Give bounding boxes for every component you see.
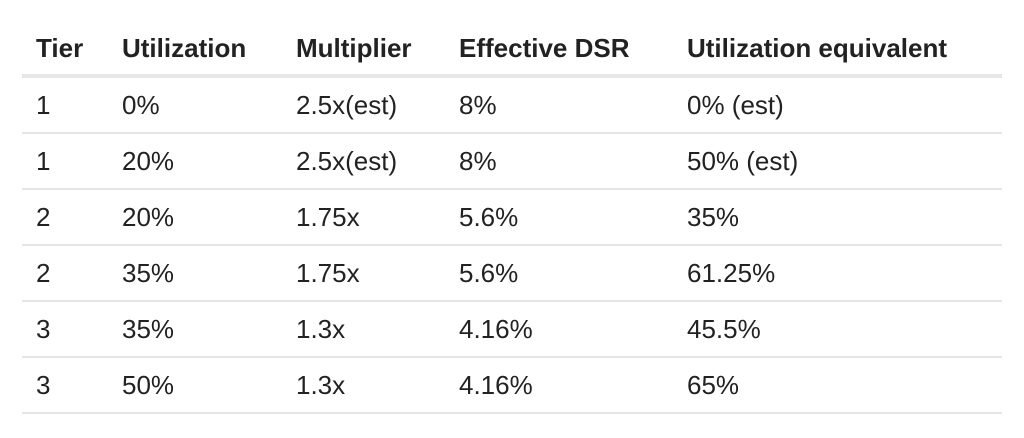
table-header: Tier Utilization Multiplier Effective DS… bbox=[22, 22, 1002, 78]
cell-multiplier: 1.3x bbox=[282, 357, 445, 414]
cell-effective-dsr: 8% bbox=[445, 133, 673, 190]
header-multiplier: Multiplier bbox=[282, 22, 445, 78]
header-utilization: Utilization bbox=[108, 22, 282, 78]
table-row: 3 50% 1.3x 4.16% 65% bbox=[22, 357, 1002, 414]
cell-multiplier: 2.5x(est) bbox=[282, 133, 445, 190]
table-row: 3 35% 1.3x 4.16% 45.5% bbox=[22, 301, 1002, 358]
cell-effective-dsr: 4.16% bbox=[445, 357, 673, 414]
cell-multiplier: 1.75x bbox=[282, 189, 445, 246]
table-row: 1 0% 2.5x(est) 8% 0% (est) bbox=[22, 76, 1002, 134]
cell-utilization: 35% bbox=[108, 301, 282, 358]
cell-utilization-equivalent: 0% (est) bbox=[673, 76, 1002, 134]
cell-tier: 2 bbox=[22, 245, 108, 302]
table-row: 1 20% 2.5x(est) 8% 50% (est) bbox=[22, 133, 1002, 190]
table-row: 2 35% 1.75x 5.6% 61.25% bbox=[22, 245, 1002, 302]
cell-tier: 3 bbox=[22, 301, 108, 358]
cell-utilization-equivalent: 45.5% bbox=[673, 301, 1002, 358]
cell-multiplier: 1.3x bbox=[282, 301, 445, 358]
cell-effective-dsr: 5.6% bbox=[445, 245, 673, 302]
cell-utilization: 0% bbox=[108, 76, 282, 134]
cell-tier: 3 bbox=[22, 357, 108, 414]
cell-tier: 2 bbox=[22, 189, 108, 246]
header-utilization-equivalent: Utilization equivalent bbox=[673, 22, 1002, 78]
cell-utilization-equivalent: 35% bbox=[673, 189, 1002, 246]
cell-multiplier: 1.75x bbox=[282, 245, 445, 302]
cell-utilization-equivalent: 61.25% bbox=[673, 245, 1002, 302]
cell-tier: 1 bbox=[22, 133, 108, 190]
cell-effective-dsr: 4.16% bbox=[445, 301, 673, 358]
cell-effective-dsr: 8% bbox=[445, 76, 673, 134]
cell-utilization-equivalent: 50% (est) bbox=[673, 133, 1002, 190]
header-effective-dsr: Effective DSR bbox=[445, 22, 673, 78]
cell-utilization: 20% bbox=[108, 133, 282, 190]
cell-multiplier: 2.5x(est) bbox=[282, 76, 445, 134]
tier-table-container: Tier Utilization Multiplier Effective DS… bbox=[22, 22, 1002, 414]
cell-effective-dsr: 5.6% bbox=[445, 189, 673, 246]
header-row: Tier Utilization Multiplier Effective DS… bbox=[22, 22, 1002, 78]
header-tier: Tier bbox=[22, 22, 108, 78]
tier-table: Tier Utilization Multiplier Effective DS… bbox=[22, 22, 1002, 414]
table-body: 1 0% 2.5x(est) 8% 0% (est) 1 20% 2.5x(es… bbox=[22, 76, 1002, 414]
cell-utilization: 35% bbox=[108, 245, 282, 302]
cell-utilization: 20% bbox=[108, 189, 282, 246]
cell-utilization-equivalent: 65% bbox=[673, 357, 1002, 414]
table-row: 2 20% 1.75x 5.6% 35% bbox=[22, 189, 1002, 246]
cell-utilization: 50% bbox=[108, 357, 282, 414]
cell-tier: 1 bbox=[22, 76, 108, 134]
